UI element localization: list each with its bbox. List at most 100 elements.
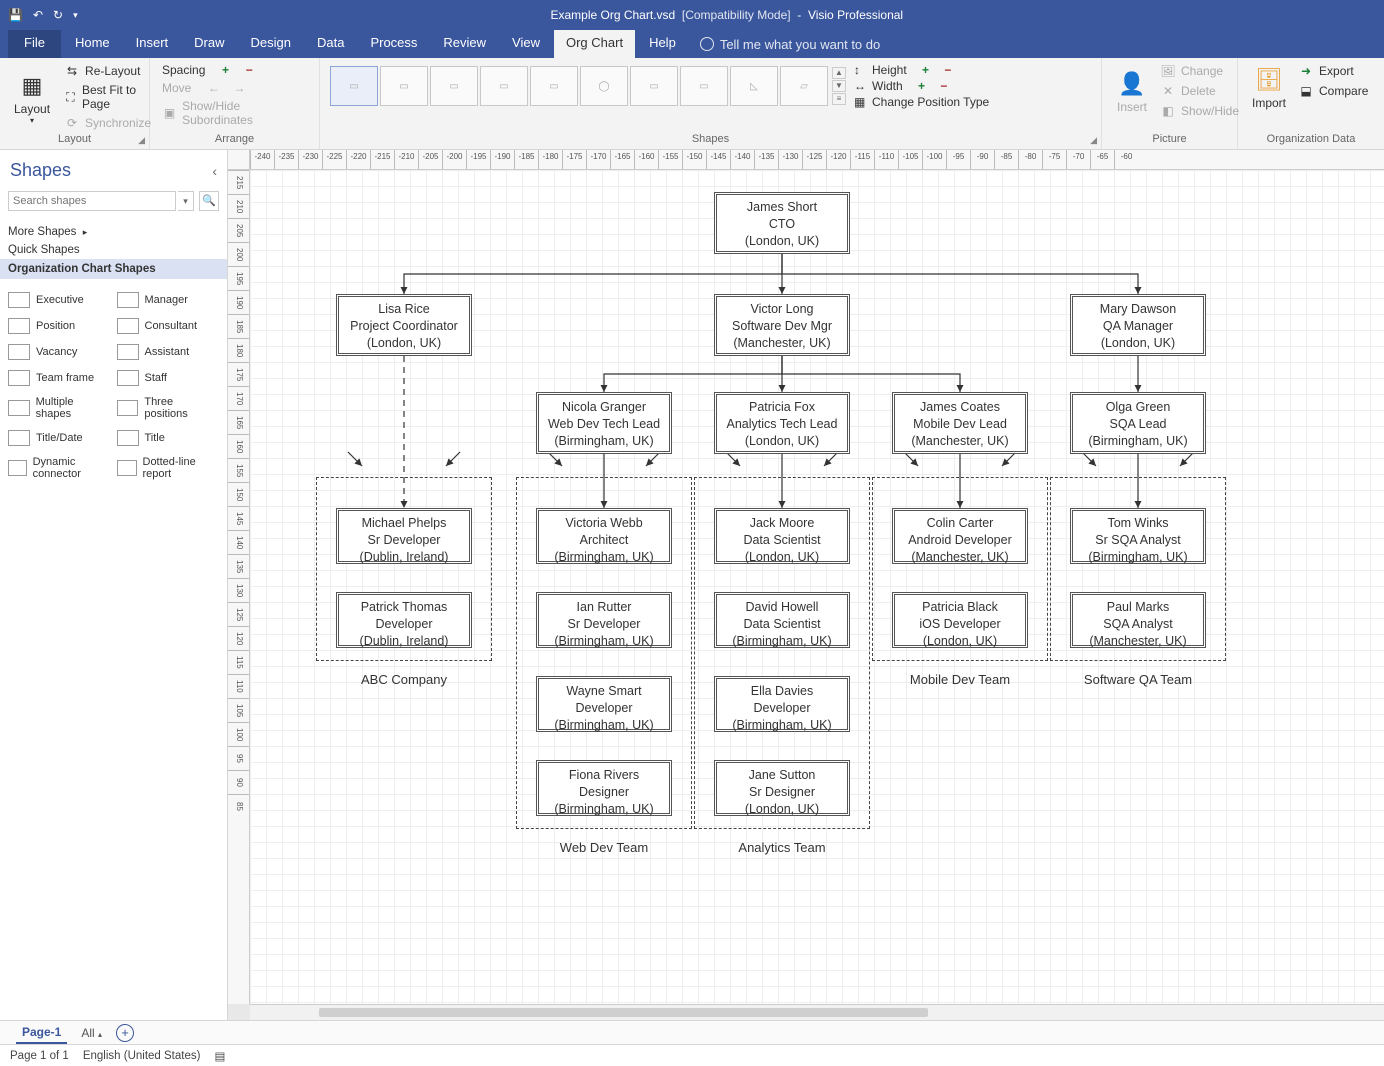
width-minus[interactable]: − <box>940 79 947 93</box>
add-page-button[interactable]: + <box>116 1024 134 1042</box>
export-button[interactable]: ➜Export <box>1294 62 1372 80</box>
spacing-row: Spacing + − <box>158 62 311 78</box>
dialog-launcher-icon[interactable]: ◢ <box>138 135 145 146</box>
shape-thumb[interactable]: ▭ <box>680 66 728 106</box>
stencil-item[interactable]: Assistant <box>117 341 220 363</box>
stencil-item[interactable]: Manager <box>117 289 220 311</box>
height-minus[interactable]: − <box>944 63 951 77</box>
shape-thumb[interactable]: ▭ <box>380 66 428 106</box>
stencil-item[interactable]: Dotted-line report <box>117 453 220 483</box>
compare-icon: ⬓ <box>1298 83 1314 99</box>
shape-thumb[interactable]: ▱ <box>780 66 828 106</box>
delete-picture-button[interactable]: ✕Delete <box>1156 82 1243 100</box>
stencil-item[interactable]: Dynamic connector <box>8 453 111 483</box>
stencil-item[interactable]: Executive <box>8 289 111 311</box>
spacing-minus[interactable]: − <box>246 63 253 77</box>
drawing-canvas[interactable]: James ShortCTO(London, UK) Lisa RiceProje… <box>250 170 1384 1004</box>
team-frame[interactable] <box>1050 477 1226 661</box>
layout-button[interactable]: ▦ Layout▾ <box>8 62 56 132</box>
org-node[interactable]: Olga GreenSQA Lead(Birmingham, UK) <box>1070 392 1206 454</box>
team-frame[interactable] <box>694 477 870 829</box>
stencil-item[interactable]: Staff <box>117 367 220 389</box>
team-frame[interactable] <box>516 477 692 829</box>
insert-picture-icon: 👤 <box>1116 68 1148 100</box>
insert-picture-button[interactable]: 👤 Insert <box>1110 62 1154 120</box>
tab-process[interactable]: Process <box>358 30 429 58</box>
tab-review[interactable]: Review <box>431 30 498 58</box>
org-node[interactable]: James CoatesMobile Dev Lead(Manchester, … <box>892 392 1028 454</box>
stencil-item[interactable]: Vacancy <box>8 341 111 363</box>
org-chart-shapes-link[interactable]: Organization Chart Shapes <box>0 259 227 279</box>
redo-icon[interactable]: ↻ <box>53 8 63 22</box>
stencil-item[interactable]: Consultant <box>117 315 220 337</box>
showhide-picture-button[interactable]: ◧Show/Hide <box>1156 102 1243 120</box>
shape-thumb[interactable]: ▭ <box>630 66 678 106</box>
tab-draw[interactable]: Draw <box>182 30 236 58</box>
tab-view[interactable]: View <box>500 30 552 58</box>
tab-file[interactable]: File <box>8 30 61 58</box>
move-left-icon[interactable]: ← <box>208 81 220 95</box>
stencil-item[interactable]: Title <box>117 427 220 449</box>
tab-design[interactable]: Design <box>239 30 303 58</box>
stencil-item[interactable]: Position <box>8 315 111 337</box>
shape-thumb[interactable]: ◯ <box>580 66 628 106</box>
team-frame[interactable] <box>316 477 492 661</box>
tab-data[interactable]: Data <box>305 30 356 58</box>
shape-thumb[interactable]: ▭ <box>480 66 528 106</box>
save-icon[interactable]: 💾 <box>8 8 23 22</box>
shape-thumb[interactable]: ▭ <box>330 66 378 106</box>
width-plus[interactable]: + <box>918 79 925 93</box>
tab-help[interactable]: Help <box>637 30 688 58</box>
search-go-icon[interactable]: 🔍 <box>199 191 219 211</box>
collapse-pane-icon[interactable]: ‹ <box>212 163 217 179</box>
gallery-more-icon[interactable]: ≡ <box>832 93 846 105</box>
stencil-item[interactable]: Team frame <box>8 367 111 389</box>
shape-thumb[interactable]: ▭ <box>530 66 578 106</box>
tab-org-chart[interactable]: Org Chart <box>554 30 635 58</box>
shape-thumb[interactable]: ▭ <box>430 66 478 106</box>
page-tab[interactable]: Page-1 <box>16 1022 67 1044</box>
stencil-item[interactable]: Multiple shapes <box>8 393 111 423</box>
synchronize-button[interactable]: ⟳Synchronize <box>60 114 155 132</box>
tell-me[interactable]: Tell me what you want to do <box>700 30 880 58</box>
org-node[interactable]: Patricia FoxAnalytics Tech Lead(London, … <box>714 392 850 454</box>
org-node[interactable]: Victor LongSoftware Dev Mgr(Manchester, … <box>714 294 850 356</box>
tab-insert[interactable]: Insert <box>124 30 181 58</box>
lightbulb-icon <box>700 37 714 51</box>
gallery-down-icon[interactable]: ▼ <box>832 80 846 92</box>
org-node[interactable]: James ShortCTO(London, UK) <box>714 192 850 254</box>
stencil-item[interactable]: Title/Date <box>8 427 111 449</box>
best-fit-button[interactable]: ⛶Best Fit to Page <box>60 82 155 112</box>
horizontal-scrollbar[interactable] <box>250 1004 1384 1020</box>
team-label: Mobile Dev Team <box>890 672 1030 687</box>
compare-button[interactable]: ⬓Compare <box>1294 82 1372 100</box>
stencil-item[interactable]: Three positions <box>117 393 220 423</box>
org-node[interactable]: Mary DawsonQA Manager(London, UK) <box>1070 294 1206 356</box>
undo-icon[interactable]: ↶ <box>33 8 43 22</box>
tab-home[interactable]: Home <box>63 30 122 58</box>
height-plus[interactable]: + <box>922 63 929 77</box>
showhide-sub-button[interactable]: ▣Show/Hide Subordinates <box>158 98 311 128</box>
macro-icon[interactable]: ▤ <box>214 1049 225 1063</box>
all-pages-button[interactable]: All ▴ <box>81 1026 102 1040</box>
gallery-up-icon[interactable]: ▲ <box>832 67 846 79</box>
import-icon: 🗄 <box>1253 64 1285 96</box>
more-shapes-link[interactable]: More Shapes ▸ <box>8 223 219 241</box>
language-indicator[interactable]: English (United States) <box>83 1050 201 1062</box>
team-frame[interactable] <box>872 477 1048 661</box>
search-dropdown-icon[interactable]: ▾ <box>178 191 194 211</box>
org-node[interactable]: Nicola GrangerWeb Dev Tech Lead(Birmingh… <box>536 392 672 454</box>
shape-thumb[interactable]: ◺ <box>730 66 778 106</box>
org-node[interactable]: Lisa RiceProject Coordinator(London, UK) <box>336 294 472 356</box>
import-button[interactable]: 🗄 Import <box>1246 62 1292 112</box>
change-picture-button[interactable]: 🖼Change <box>1156 62 1243 80</box>
relayout-button[interactable]: ⇆Re-Layout <box>60 62 155 80</box>
spacing-plus[interactable]: + <box>222 63 229 77</box>
change-pos-icon: ▦ <box>854 95 866 109</box>
change-position-button[interactable]: ▦Change Position Type <box>854 94 989 110</box>
search-shapes-input[interactable] <box>8 191 176 211</box>
quick-shapes-link[interactable]: Quick Shapes <box>8 241 219 259</box>
shape-style-gallery[interactable]: ▭ ▭ ▭ ▭ ▭ ◯ ▭ ▭ ◺ ▱ ▲▼≡ <box>328 62 848 110</box>
move-right-icon[interactable]: → <box>233 81 245 95</box>
dialog-launcher-icon[interactable]: ◢ <box>1090 135 1097 146</box>
